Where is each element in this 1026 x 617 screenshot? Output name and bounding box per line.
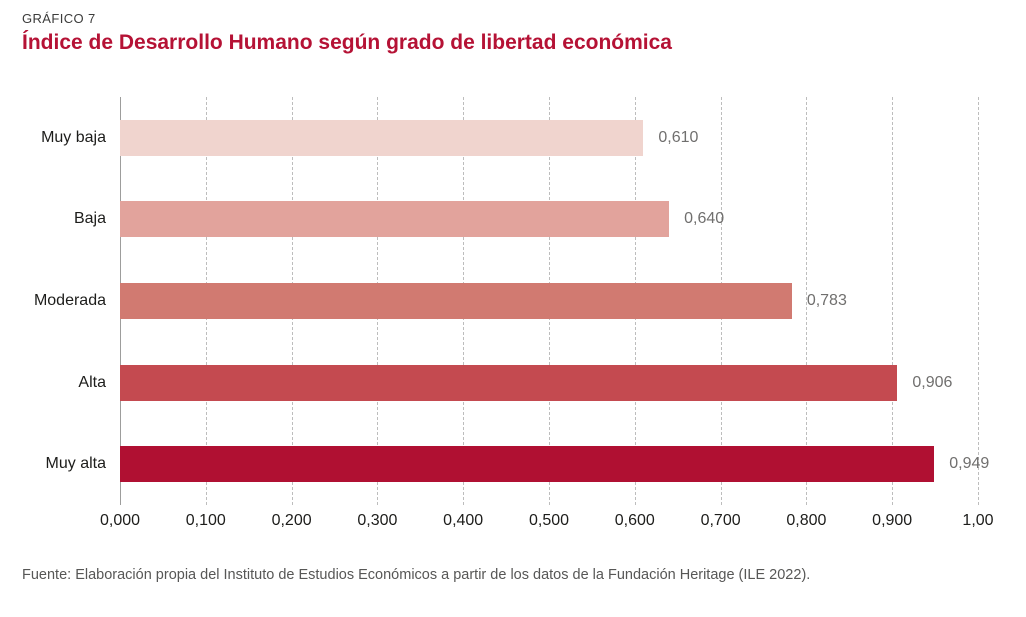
- category-label: Muy alta: [45, 455, 106, 473]
- x-tick-label: 0,700: [700, 512, 741, 529]
- gridline: [892, 97, 894, 505]
- bar-rows: Muy baja 0,610 Baja 0,640 Moderada 0,783 Alta 0…: [34, 97, 989, 505]
- bar-muy-alta: [120, 446, 935, 483]
- x-axis-tick-labels: 0,000 0,100 0,200 0,300 0,400 0,500 0,600 0,700…: [100, 512, 994, 534]
- plot-area: Muy baja 0,610 Baja 0,640 Moderada 0,783 Alta 0…: [34, 97, 989, 505]
- x-tick-label: 0,400: [443, 512, 484, 529]
- gridline: [978, 97, 979, 505]
- bar-row: Moderada 0,783: [34, 260, 978, 342]
- x-tick-label: 0,200: [271, 512, 312, 529]
- bar-baja: [120, 201, 670, 238]
- category-label: Alta: [78, 373, 106, 391]
- x-tick-label: 0,900: [872, 512, 913, 529]
- x-tick-label: 1,00: [962, 512, 994, 529]
- chart-title: Índice de Desarrollo Humano según grado …: [22, 31, 672, 54]
- value-label: 0,640: [684, 210, 725, 228]
- x-tick-label: 0,800: [786, 512, 827, 529]
- gridline: [806, 97, 808, 505]
- chart-kicker: GRÁFICO 7: [22, 11, 96, 26]
- bar-row: Alta 0,906: [78, 342, 978, 424]
- category-label: Muy baja: [41, 128, 106, 146]
- x-tick-label: 0,600: [614, 512, 655, 529]
- x-tick-label: 0,300: [357, 512, 398, 529]
- source-note: Fuente: Elaboración propia del Instituto…: [22, 567, 811, 583]
- category-label: Baja: [73, 210, 106, 228]
- x-tick-label: 0,100: [185, 512, 226, 529]
- bar-moderada: [120, 282, 792, 319]
- value-label: 0,783: [806, 291, 847, 309]
- value-label: 0,906: [912, 373, 953, 391]
- bar-row: Muy baja 0,610: [41, 97, 978, 179]
- value-label: 0,949: [949, 455, 990, 473]
- category-label: Moderada: [33, 291, 106, 309]
- bar-alta: [120, 364, 898, 401]
- bar-muy-baja: [120, 119, 644, 156]
- bar-row: Baja 0,640: [74, 179, 978, 261]
- x-tick-label: 0,500: [528, 512, 570, 529]
- value-label: 0,610: [658, 128, 699, 146]
- x-tick-label: 0,000: [99, 512, 141, 529]
- bar-row: Muy alta 0,949: [46, 423, 989, 505]
